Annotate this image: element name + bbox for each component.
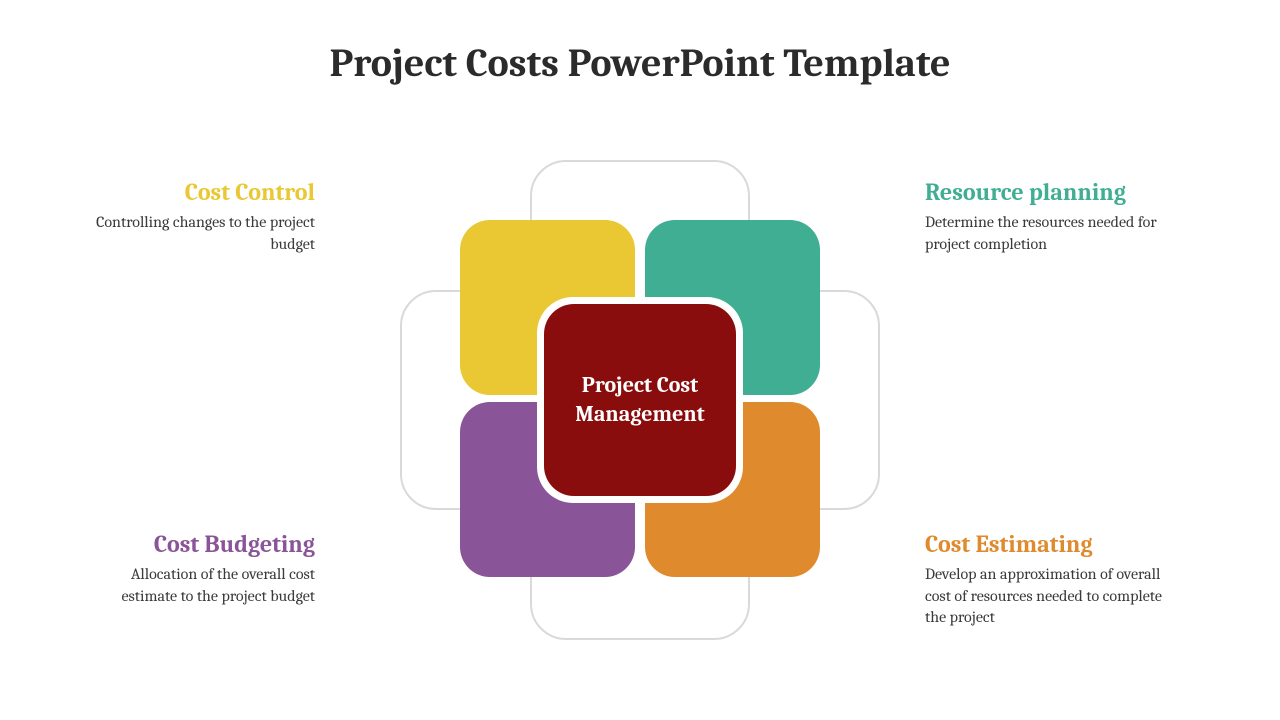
label-title-tr: Resource planning	[925, 178, 1165, 206]
center-wrap: Project Cost Management	[537, 297, 743, 503]
label-cost-budgeting: Cost Budgeting Allocation of the overall…	[75, 530, 315, 607]
diagram-container: Project Cost Management	[410, 170, 870, 630]
label-desc-br: Develop an approximation of overall cost…	[925, 564, 1165, 629]
page-title: Project Costs PowerPoint Template	[0, 40, 1280, 86]
label-desc-bl: Allocation of the overall cost estimate …	[75, 564, 315, 607]
label-cost-control: Cost Control Controlling changes to the …	[75, 178, 315, 255]
label-desc-tr: Determine the resources needed for proje…	[925, 212, 1165, 255]
label-title-bl: Cost Budgeting	[75, 530, 315, 558]
label-desc-tl: Controlling changes to the project budge…	[75, 212, 315, 255]
label-title-br: Cost Estimating	[925, 530, 1165, 558]
label-title-tl: Cost Control	[75, 178, 315, 206]
center-label: Project Cost Management	[554, 371, 726, 428]
center-tile: Project Cost Management	[544, 304, 736, 496]
label-cost-estimating: Cost Estimating Develop an approximation…	[925, 530, 1165, 629]
label-resource-planning: Resource planning Determine the resource…	[925, 178, 1165, 255]
